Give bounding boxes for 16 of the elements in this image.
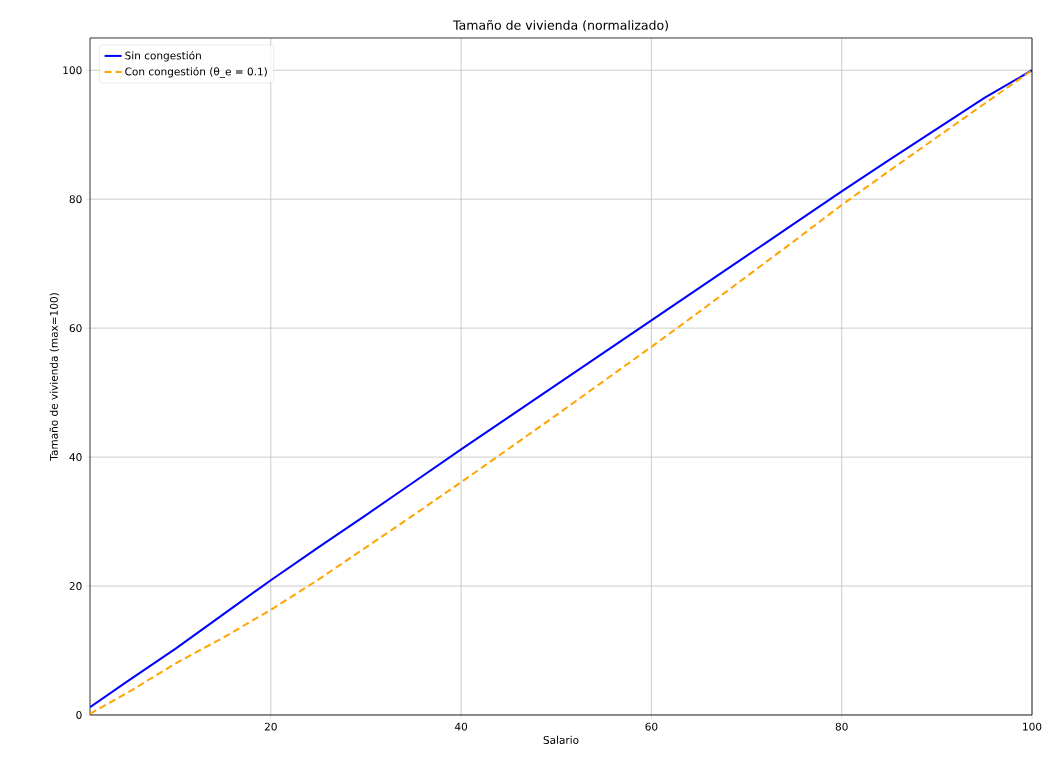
legend-label: Sin congestión: [125, 50, 201, 62]
x-axis-title: Salario: [543, 735, 579, 744]
x-tick-label: 20: [264, 722, 277, 731]
y-tick-label: 60: [69, 324, 82, 333]
y-tick-label: 20: [69, 582, 82, 591]
y-axis-title: Tamaño de vivienda (max=100): [49, 293, 60, 461]
y-tick-label: 0: [76, 711, 82, 719]
x-tick-label: 100: [1023, 722, 1042, 731]
y-tick-label: 40: [69, 453, 82, 462]
y-tick-label: 80: [69, 195, 82, 204]
x-tick-label: 80: [835, 722, 848, 731]
legend-label: Con congestión (θ_e = 0.1): [125, 66, 267, 78]
x-tick-label: 60: [645, 722, 658, 731]
x-tick-label: 40: [454, 722, 468, 731]
y-tick-label: 100: [63, 66, 82, 75]
chart-title: Tamaño de vivienda (normalizado): [453, 19, 668, 32]
